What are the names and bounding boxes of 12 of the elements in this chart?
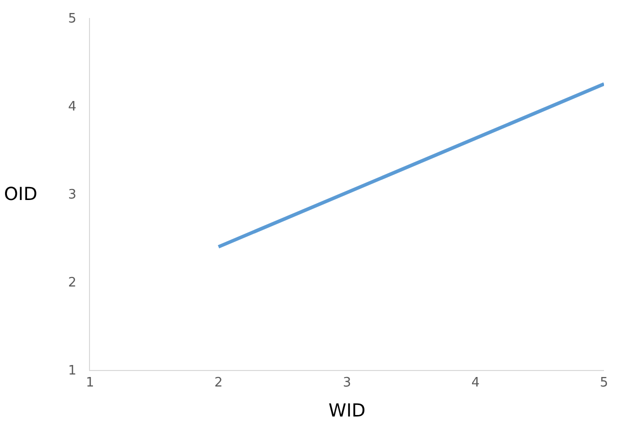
y-tick-label: 4 [68,100,76,115]
y-tick-label: 1 [68,364,76,379]
x-axis-title: WID [328,400,366,422]
y-tick-label: 3 [68,188,76,203]
x-tick-label: 3 [342,376,352,391]
x-tick-label: 4 [471,376,480,391]
x-tick-label: 5 [600,376,608,391]
x-tick-label: 2 [214,376,223,391]
y-axis-title: OID [4,184,38,205]
y-tick-label: 2 [68,276,76,291]
x-tick-label: 1 [86,376,94,391]
y-tick-label: 5 [68,12,76,27]
